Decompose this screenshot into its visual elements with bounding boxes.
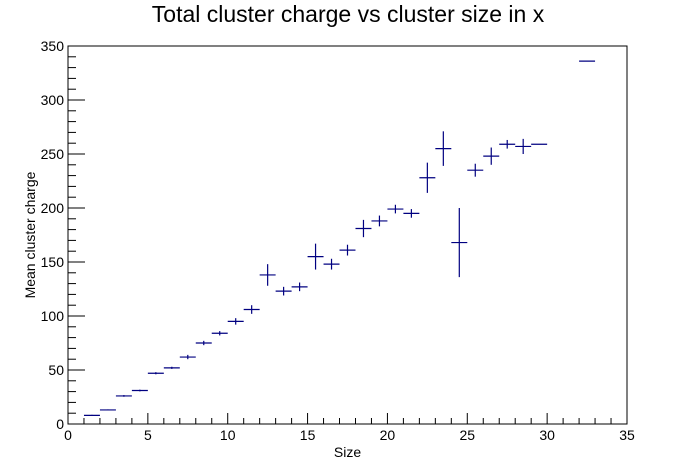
data-point bbox=[275, 286, 292, 296]
data-point bbox=[83, 414, 100, 416]
x-tick-label: 10 bbox=[220, 427, 236, 443]
y-tick-label: 300 bbox=[41, 92, 65, 108]
x-axis: 0 5 10 15 20 25 30 35 bbox=[64, 413, 635, 443]
x-tick-label: 5 bbox=[144, 427, 152, 443]
data-point bbox=[435, 131, 452, 166]
data-point bbox=[227, 318, 244, 325]
plot-frame bbox=[67, 45, 628, 425]
data-point bbox=[339, 244, 356, 256]
data-point bbox=[211, 331, 228, 336]
data-point bbox=[115, 395, 132, 397]
data-point bbox=[515, 138, 532, 154]
y-axis-label: Mean cluster charge bbox=[22, 171, 38, 298]
chart-title: Total cluster charge vs cluster size in … bbox=[152, 1, 545, 27]
data-point bbox=[99, 409, 116, 411]
y-tick-label: 200 bbox=[41, 200, 65, 216]
data-point bbox=[195, 340, 212, 346]
data-point bbox=[163, 366, 180, 369]
data-point bbox=[131, 389, 148, 392]
data-point bbox=[419, 162, 436, 193]
y-tick-label: 0 bbox=[56, 416, 64, 432]
x-tick-label: 35 bbox=[619, 427, 635, 443]
y-tick-label: 250 bbox=[41, 146, 65, 162]
x-tick-label: 20 bbox=[380, 427, 396, 443]
y-axis: 0 50 100 150 200 250 300 350 bbox=[41, 38, 85, 432]
data-point bbox=[387, 204, 404, 214]
data-point bbox=[243, 305, 260, 314]
data-point bbox=[467, 163, 484, 177]
data-point bbox=[499, 139, 516, 149]
x-tick-label: 25 bbox=[459, 427, 475, 443]
y-tick-label: 150 bbox=[41, 254, 65, 270]
x-tick-label: 30 bbox=[539, 427, 555, 443]
data-point bbox=[403, 209, 420, 218]
data-point bbox=[451, 208, 468, 278]
y-tick-label: 50 bbox=[48, 362, 64, 378]
y-tick-label: 100 bbox=[41, 308, 65, 324]
data-points bbox=[83, 60, 596, 416]
data-point bbox=[483, 147, 500, 165]
y-tick-label: 350 bbox=[41, 38, 65, 54]
x-tick-label: 15 bbox=[300, 427, 316, 443]
data-point bbox=[259, 264, 276, 286]
data-point bbox=[179, 354, 196, 360]
data-point bbox=[355, 219, 372, 238]
data-point bbox=[371, 215, 388, 227]
data-point bbox=[307, 243, 324, 270]
x-axis-label: Size bbox=[334, 444, 361, 460]
data-point bbox=[323, 258, 340, 270]
data-point bbox=[147, 372, 164, 375]
data-point bbox=[291, 282, 308, 292]
x-tick-label: 0 bbox=[64, 427, 72, 443]
